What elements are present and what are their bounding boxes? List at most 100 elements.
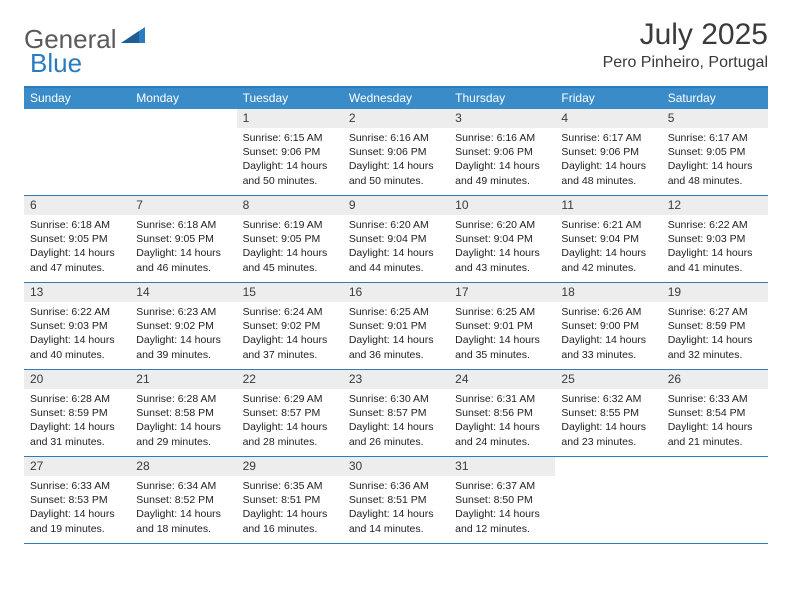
- day-number: 10: [449, 196, 555, 215]
- week-row: 27Sunrise: 6:33 AMSunset: 8:53 PMDayligh…: [24, 457, 768, 544]
- day-info: Sunrise: 6:22 AMSunset: 9:03 PMDaylight:…: [662, 215, 768, 279]
- day-number: 16: [343, 283, 449, 302]
- week-row: 13Sunrise: 6:22 AMSunset: 9:03 PMDayligh…: [24, 283, 768, 370]
- day-number: 4: [555, 109, 661, 128]
- day-info: Sunrise: 6:18 AMSunset: 9:05 PMDaylight:…: [24, 215, 130, 279]
- title-block: July 2025 Pero Pinheiro, Portugal: [603, 18, 768, 72]
- day-header: Saturday: [662, 88, 768, 109]
- day-number: 3: [449, 109, 555, 128]
- day-cell: 20Sunrise: 6:28 AMSunset: 8:59 PMDayligh…: [24, 370, 130, 456]
- day-number: 12: [662, 196, 768, 215]
- day-info: Sunrise: 6:17 AMSunset: 9:06 PMDaylight:…: [555, 128, 661, 192]
- day-info: Sunrise: 6:21 AMSunset: 9:04 PMDaylight:…: [555, 215, 661, 279]
- day-cell: ..: [24, 109, 130, 195]
- day-info: Sunrise: 6:37 AMSunset: 8:50 PMDaylight:…: [449, 476, 555, 540]
- day-number: 27: [24, 457, 130, 476]
- day-cell: ..: [130, 109, 236, 195]
- week-row: ....1Sunrise: 6:15 AMSunset: 9:06 PMDayl…: [24, 109, 768, 196]
- day-cell: 3Sunrise: 6:16 AMSunset: 9:06 PMDaylight…: [449, 109, 555, 195]
- day-number: 2: [343, 109, 449, 128]
- day-number: 29: [237, 457, 343, 476]
- day-info: Sunrise: 6:31 AMSunset: 8:56 PMDaylight:…: [449, 389, 555, 453]
- day-info: Sunrise: 6:23 AMSunset: 9:02 PMDaylight:…: [130, 302, 236, 366]
- day-number: 24: [449, 370, 555, 389]
- day-cell: 1Sunrise: 6:15 AMSunset: 9:06 PMDaylight…: [237, 109, 343, 195]
- day-cell: 24Sunrise: 6:31 AMSunset: 8:56 PMDayligh…: [449, 370, 555, 456]
- day-number: 30: [343, 457, 449, 476]
- day-cell: 26Sunrise: 6:33 AMSunset: 8:54 PMDayligh…: [662, 370, 768, 456]
- day-number: 31: [449, 457, 555, 476]
- day-info: Sunrise: 6:26 AMSunset: 9:00 PMDaylight:…: [555, 302, 661, 366]
- logo-triangle-icon: [121, 25, 149, 45]
- day-number: 6: [24, 196, 130, 215]
- day-number: 7: [130, 196, 236, 215]
- day-cell: 14Sunrise: 6:23 AMSunset: 9:02 PMDayligh…: [130, 283, 236, 369]
- day-number: 20: [24, 370, 130, 389]
- day-number: 23: [343, 370, 449, 389]
- day-info: Sunrise: 6:18 AMSunset: 9:05 PMDaylight:…: [130, 215, 236, 279]
- day-header: Sunday: [24, 88, 130, 109]
- day-info: Sunrise: 6:28 AMSunset: 8:59 PMDaylight:…: [24, 389, 130, 453]
- day-header: Monday: [130, 88, 236, 109]
- day-number: 21: [130, 370, 236, 389]
- day-cell: 28Sunrise: 6:34 AMSunset: 8:52 PMDayligh…: [130, 457, 236, 543]
- week-row: 20Sunrise: 6:28 AMSunset: 8:59 PMDayligh…: [24, 370, 768, 457]
- day-cell: 5Sunrise: 6:17 AMSunset: 9:05 PMDaylight…: [662, 109, 768, 195]
- logo-text-2: Blue: [30, 48, 82, 79]
- day-info: Sunrise: 6:16 AMSunset: 9:06 PMDaylight:…: [343, 128, 449, 192]
- day-number: 1: [237, 109, 343, 128]
- header: General July 2025 Pero Pinheiro, Portuga…: [24, 18, 768, 72]
- day-number: 26: [662, 370, 768, 389]
- day-cell: 6Sunrise: 6:18 AMSunset: 9:05 PMDaylight…: [24, 196, 130, 282]
- day-cell: 17Sunrise: 6:25 AMSunset: 9:01 PMDayligh…: [449, 283, 555, 369]
- day-info: Sunrise: 6:29 AMSunset: 8:57 PMDaylight:…: [237, 389, 343, 453]
- day-number: 14: [130, 283, 236, 302]
- day-cell: 23Sunrise: 6:30 AMSunset: 8:57 PMDayligh…: [343, 370, 449, 456]
- day-info: Sunrise: 6:24 AMSunset: 9:02 PMDaylight:…: [237, 302, 343, 366]
- day-info: Sunrise: 6:20 AMSunset: 9:04 PMDaylight:…: [343, 215, 449, 279]
- day-info: Sunrise: 6:22 AMSunset: 9:03 PMDaylight:…: [24, 302, 130, 366]
- day-info: Sunrise: 6:33 AMSunset: 8:53 PMDaylight:…: [24, 476, 130, 540]
- day-number: 28: [130, 457, 236, 476]
- week-row: 6Sunrise: 6:18 AMSunset: 9:05 PMDaylight…: [24, 196, 768, 283]
- day-cell: ..: [662, 457, 768, 543]
- day-info: Sunrise: 6:27 AMSunset: 8:59 PMDaylight:…: [662, 302, 768, 366]
- day-info: Sunrise: 6:25 AMSunset: 9:01 PMDaylight:…: [449, 302, 555, 366]
- day-header: Tuesday: [237, 88, 343, 109]
- day-number: 18: [555, 283, 661, 302]
- day-info: Sunrise: 6:17 AMSunset: 9:05 PMDaylight:…: [662, 128, 768, 192]
- day-info: Sunrise: 6:19 AMSunset: 9:05 PMDaylight:…: [237, 215, 343, 279]
- day-cell: 31Sunrise: 6:37 AMSunset: 8:50 PMDayligh…: [449, 457, 555, 543]
- day-cell: 15Sunrise: 6:24 AMSunset: 9:02 PMDayligh…: [237, 283, 343, 369]
- day-cell: 16Sunrise: 6:25 AMSunset: 9:01 PMDayligh…: [343, 283, 449, 369]
- day-info: Sunrise: 6:20 AMSunset: 9:04 PMDaylight:…: [449, 215, 555, 279]
- day-number: 22: [237, 370, 343, 389]
- day-cell: 22Sunrise: 6:29 AMSunset: 8:57 PMDayligh…: [237, 370, 343, 456]
- day-cell: ..: [555, 457, 661, 543]
- day-cell: 13Sunrise: 6:22 AMSunset: 9:03 PMDayligh…: [24, 283, 130, 369]
- day-header: Wednesday: [343, 88, 449, 109]
- day-number: 19: [662, 283, 768, 302]
- day-info: Sunrise: 6:33 AMSunset: 8:54 PMDaylight:…: [662, 389, 768, 453]
- day-cell: 29Sunrise: 6:35 AMSunset: 8:51 PMDayligh…: [237, 457, 343, 543]
- day-cell: 2Sunrise: 6:16 AMSunset: 9:06 PMDaylight…: [343, 109, 449, 195]
- day-info: Sunrise: 6:32 AMSunset: 8:55 PMDaylight:…: [555, 389, 661, 453]
- day-cell: 21Sunrise: 6:28 AMSunset: 8:58 PMDayligh…: [130, 370, 236, 456]
- day-number: 25: [555, 370, 661, 389]
- day-number: 5: [662, 109, 768, 128]
- day-of-week-header: SundayMondayTuesdayWednesdayThursdayFrid…: [24, 88, 768, 109]
- day-info: Sunrise: 6:35 AMSunset: 8:51 PMDaylight:…: [237, 476, 343, 540]
- day-info: Sunrise: 6:25 AMSunset: 9:01 PMDaylight:…: [343, 302, 449, 366]
- day-info: Sunrise: 6:28 AMSunset: 8:58 PMDaylight:…: [130, 389, 236, 453]
- day-info: Sunrise: 6:34 AMSunset: 8:52 PMDaylight:…: [130, 476, 236, 540]
- day-cell: 11Sunrise: 6:21 AMSunset: 9:04 PMDayligh…: [555, 196, 661, 282]
- day-number: 17: [449, 283, 555, 302]
- day-cell: 8Sunrise: 6:19 AMSunset: 9:05 PMDaylight…: [237, 196, 343, 282]
- day-number: 8: [237, 196, 343, 215]
- day-cell: 7Sunrise: 6:18 AMSunset: 9:05 PMDaylight…: [130, 196, 236, 282]
- location-title: Pero Pinheiro, Portugal: [603, 54, 768, 72]
- day-number: 9: [343, 196, 449, 215]
- calendar: SundayMondayTuesdayWednesdayThursdayFrid…: [24, 86, 768, 544]
- day-info: Sunrise: 6:30 AMSunset: 8:57 PMDaylight:…: [343, 389, 449, 453]
- day-header: Thursday: [449, 88, 555, 109]
